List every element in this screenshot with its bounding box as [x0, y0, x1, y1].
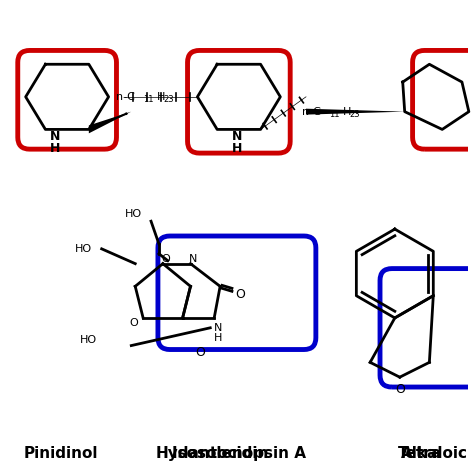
Text: H: H — [343, 107, 352, 117]
Text: 23: 23 — [164, 95, 174, 104]
Text: H: H — [50, 142, 61, 155]
Text: Hydantocidin: Hydantocidin — [155, 446, 269, 461]
Text: H: H — [232, 142, 242, 155]
Text: O: O — [195, 346, 205, 359]
Text: O: O — [235, 288, 245, 301]
Polygon shape — [306, 109, 405, 115]
Polygon shape — [89, 112, 131, 133]
Text: HO: HO — [125, 210, 142, 219]
Text: O: O — [129, 318, 137, 328]
Text: H: H — [214, 333, 222, 343]
Text: HO: HO — [80, 335, 97, 345]
Text: N: N — [214, 323, 222, 333]
Text: Tetra: Tetra — [397, 446, 442, 461]
Text: Pinidinol: Pinidinol — [24, 446, 99, 461]
Text: O: O — [395, 383, 405, 396]
Text: Isosolenopsin A: Isosolenopsin A — [172, 446, 306, 461]
Text: n-C: n-C — [302, 107, 321, 117]
Text: O: O — [162, 254, 170, 264]
Text: HO: HO — [75, 244, 92, 254]
Text: H: H — [157, 92, 165, 102]
Text: 11: 11 — [329, 110, 340, 119]
Text: N: N — [232, 130, 242, 143]
Text: 23: 23 — [349, 110, 360, 119]
Text: 11: 11 — [143, 95, 153, 104]
Text: N: N — [50, 130, 61, 143]
Text: N: N — [189, 254, 198, 264]
Text: n-C: n-C — [116, 92, 135, 102]
Text: Alkaloic: Alkaloic — [401, 446, 468, 461]
